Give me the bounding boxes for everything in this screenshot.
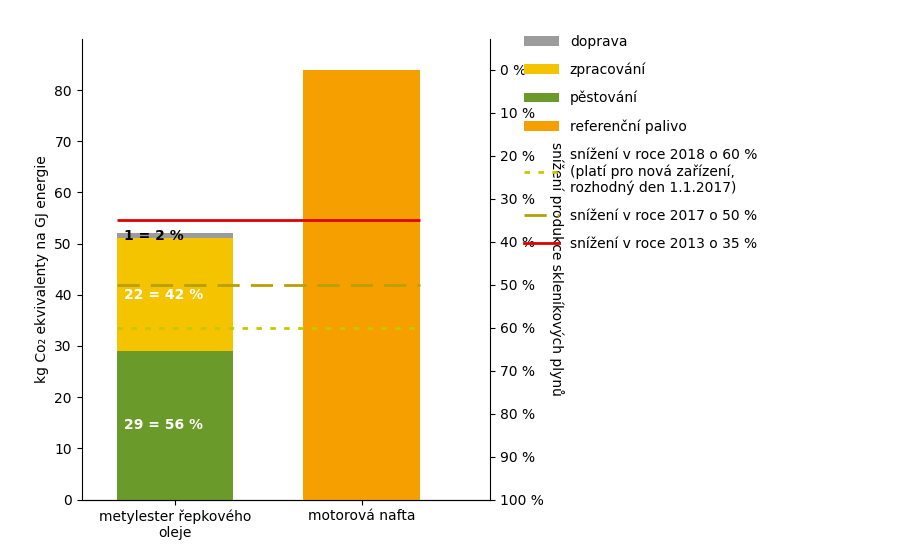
Text: 1 = 2 %: 1 = 2 %: [123, 229, 183, 243]
Text: 22 = 42 %: 22 = 42 %: [123, 287, 203, 302]
Legend: doprava, zpracování, pěstování, referenční palivo, snížení v roce 2018 o 60 %
(p: doprava, zpracování, pěstování, referenč…: [524, 35, 757, 251]
Bar: [117, 351, 233, 500]
Text: 29 = 56 %: 29 = 56 %: [123, 418, 202, 432]
Bar: [117, 239, 233, 351]
Y-axis label: kg Co₂ ekvivalenty na GJ energie: kg Co₂ ekvivalenty na GJ energie: [34, 155, 49, 383]
Y-axis label: snížení produkce skleníkových plynů: snížení produkce skleníkových plynů: [550, 142, 564, 396]
Bar: [303, 69, 420, 500]
Bar: [117, 233, 233, 239]
